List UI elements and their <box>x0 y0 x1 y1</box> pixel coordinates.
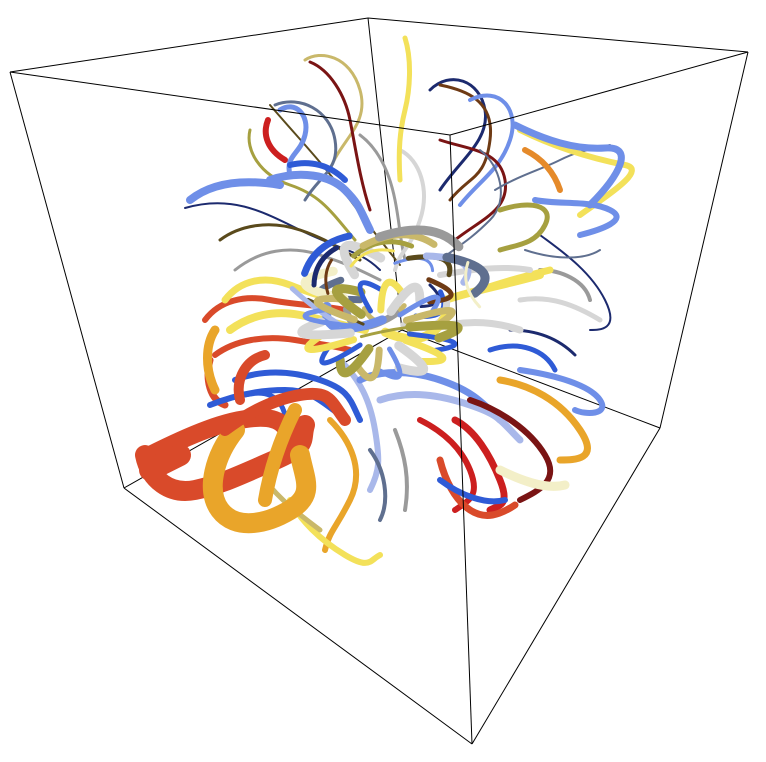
tube <box>436 456 519 519</box>
tube <box>476 266 554 294</box>
tube <box>354 346 383 382</box>
tube <box>277 104 309 178</box>
tube <box>357 280 385 314</box>
tube <box>349 248 395 268</box>
tube <box>524 249 601 259</box>
tube <box>406 331 458 354</box>
tube <box>368 448 388 522</box>
tube <box>287 160 348 183</box>
box-edge <box>9 71 451 136</box>
box-edge <box>659 51 749 429</box>
tube <box>301 232 353 277</box>
tube <box>232 369 363 423</box>
tube <box>337 357 382 493</box>
tube <box>438 138 507 242</box>
tube <box>139 444 191 481</box>
tube <box>303 53 364 172</box>
tube <box>451 416 508 514</box>
box-edge <box>123 487 473 745</box>
tube <box>394 341 429 376</box>
tube <box>495 465 570 491</box>
box-edge <box>367 17 749 53</box>
tube <box>532 197 620 238</box>
tube <box>335 344 374 378</box>
tube <box>496 376 591 464</box>
tube <box>458 93 515 207</box>
tube <box>386 282 425 316</box>
tube <box>273 100 338 202</box>
tube <box>438 83 492 202</box>
tube <box>297 317 355 340</box>
tube <box>202 420 317 534</box>
tube <box>207 387 343 418</box>
box-edge <box>367 17 403 331</box>
tube <box>539 234 612 331</box>
tube <box>442 252 490 298</box>
tube <box>517 296 603 323</box>
tube <box>487 343 558 373</box>
tube <box>402 336 447 366</box>
tube <box>397 294 441 318</box>
tube-bundle <box>135 35 635 566</box>
tube <box>319 342 363 366</box>
tube <box>375 346 403 380</box>
bounding-box-front <box>9 17 749 745</box>
tube <box>266 170 374 234</box>
tube <box>186 178 284 204</box>
tube <box>467 397 554 503</box>
tube <box>233 350 270 405</box>
box-edge <box>449 134 473 745</box>
tube <box>522 147 563 193</box>
tube <box>233 248 382 282</box>
tube <box>517 127 635 218</box>
tube <box>517 367 606 416</box>
tube <box>464 261 482 309</box>
box-edge <box>449 51 749 136</box>
tube <box>258 403 302 507</box>
tube <box>402 307 456 328</box>
tube <box>437 477 508 505</box>
tube <box>313 294 358 324</box>
tube <box>393 148 426 272</box>
tube <box>497 202 550 253</box>
tube <box>393 428 409 512</box>
tube <box>219 387 351 436</box>
tube <box>302 306 354 329</box>
tube <box>351 239 415 259</box>
tube <box>511 121 625 209</box>
tube <box>417 417 477 513</box>
tube <box>331 284 366 319</box>
tube <box>324 258 333 295</box>
box-edge <box>9 71 125 489</box>
tube <box>322 417 360 553</box>
tube <box>304 332 358 353</box>
box-edge <box>9 17 369 73</box>
tube <box>247 128 357 242</box>
tube <box>135 415 315 501</box>
tube <box>262 117 288 163</box>
tube <box>396 35 413 183</box>
tube <box>377 278 406 314</box>
tube <box>308 60 372 212</box>
tube <box>242 390 288 418</box>
tube <box>311 245 339 288</box>
tube <box>376 391 524 444</box>
box-edge <box>471 427 661 745</box>
tube <box>203 325 220 395</box>
